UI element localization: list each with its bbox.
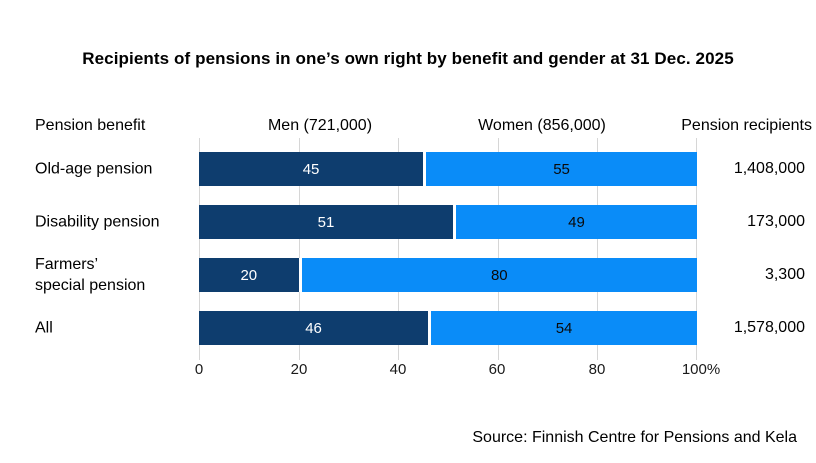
bar-segment-women: 49 xyxy=(452,205,697,239)
x-axis-tick-label: 20 xyxy=(290,361,308,378)
bar-value-men: 46 xyxy=(305,319,322,337)
source-attribution: Source: Finnish Centre for Pensions and … xyxy=(472,429,797,446)
x-axis: 0 20 40 60 80 100% xyxy=(0,361,816,381)
bar-value-women: 55 xyxy=(553,160,570,178)
recipients-total: 1,408,000 xyxy=(733,160,805,177)
gridline-40 xyxy=(398,138,400,360)
category-label: All xyxy=(35,319,53,337)
chart-title: Recipients of pensions in one’s own righ… xyxy=(82,49,734,68)
gridline-100 xyxy=(696,138,697,360)
x-axis-tick-label: 0 xyxy=(194,361,204,378)
bar-segment-men: 51 xyxy=(199,205,453,239)
bar-value-women: 54 xyxy=(555,319,573,337)
bar-value-men: 20 xyxy=(240,266,258,284)
bar-value-women: 49 xyxy=(568,213,585,231)
recipients-total: 3,300 xyxy=(764,266,805,283)
x-axis-tick-label: 100% xyxy=(681,361,721,378)
x-axis-tick-label: 60 xyxy=(488,361,506,378)
column-header-pension-benefit: Pension benefit xyxy=(35,117,146,134)
gridline-60 xyxy=(497,138,499,360)
stacked-bar: 20 80 xyxy=(199,258,697,292)
column-header-women: Women (856,000) xyxy=(478,117,606,134)
category-label: Old-age pension xyxy=(35,160,153,178)
bar-segment-men: 46 xyxy=(199,311,429,345)
recipients-total: 173,000 xyxy=(747,213,805,230)
stacked-bar: 46 54 xyxy=(199,311,697,345)
bar-value-men: 51 xyxy=(317,213,335,231)
chart-row-disability: Disability pension 51 49 173,000 xyxy=(0,205,816,239)
bar-segment-women: 55 xyxy=(423,152,697,186)
gridline-80 xyxy=(597,138,599,360)
category-label: Disability pension xyxy=(35,213,160,231)
bar-value-women: 80 xyxy=(490,266,508,284)
gridline-0 xyxy=(199,138,200,360)
bar-segment-women: 80 xyxy=(298,258,697,292)
column-header-men: Men (721,000) xyxy=(267,117,373,134)
stacked-bar: 45 55 xyxy=(199,152,697,186)
plot-gridlines xyxy=(199,138,697,360)
x-axis-tick-label: 80 xyxy=(588,361,606,378)
bar-value-men: 45 xyxy=(302,160,320,178)
chart-row-farmers: Farmers’ special pension 20 80 3,300 xyxy=(0,256,816,294)
stacked-bar: 51 49 xyxy=(199,205,697,239)
bar-segment-men: 45 xyxy=(199,152,424,186)
bar-segment-men: 20 xyxy=(199,258,299,292)
category-label: Farmers’ special pension xyxy=(35,256,146,294)
chart-row-old-age: Old-age pension 45 55 1,408,000 xyxy=(0,152,816,186)
chart-row-all: All 46 54 1,578,000 xyxy=(0,311,816,345)
bar-segment-women: 54 xyxy=(428,311,697,345)
x-axis-tick-label: 40 xyxy=(389,361,407,378)
gridline-20 xyxy=(298,138,300,360)
column-header-pension-recipients: Pension recipients xyxy=(681,117,812,134)
recipients-total: 1,578,000 xyxy=(733,319,805,336)
